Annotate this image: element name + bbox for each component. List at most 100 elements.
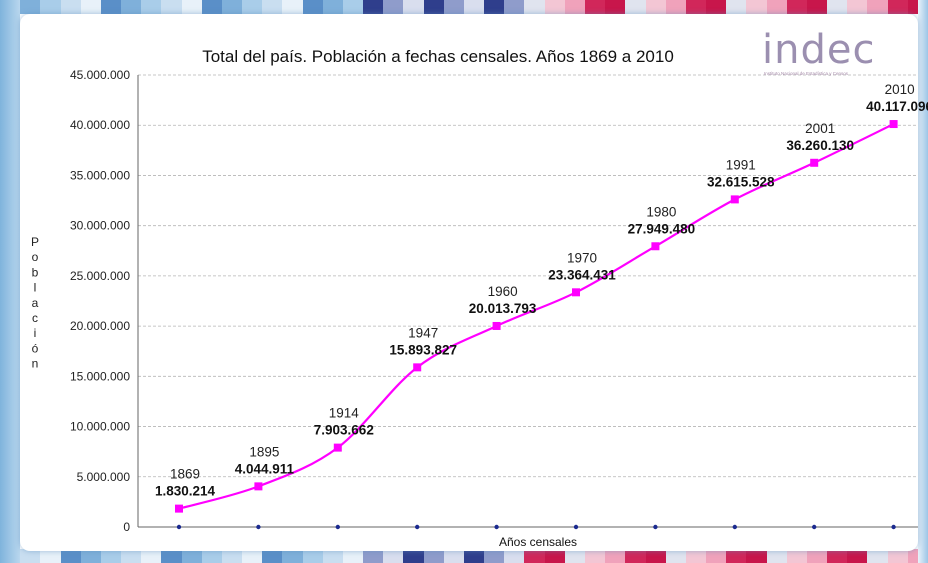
y-axis-label-char: ó (32, 341, 39, 355)
stripe-segment (383, 549, 404, 563)
y-axis-label-char: b (32, 265, 39, 279)
y-tick-label: 0 (123, 520, 130, 534)
stripe-segment (544, 0, 565, 14)
y-axis-label-char: i (34, 326, 37, 340)
stripe-segment (706, 0, 727, 14)
stripe-segment (564, 549, 585, 563)
y-tick-label: 5.000.000 (77, 470, 131, 484)
x-axis-marker (176, 524, 182, 530)
stripe-segment (60, 549, 81, 563)
x-axis-marker (573, 524, 579, 530)
stripe-segment (242, 0, 263, 14)
stripe-segment (40, 0, 61, 14)
stripe-segment (504, 549, 525, 563)
stripe-segment (605, 0, 626, 14)
value-label: 20.013.793 (469, 301, 537, 316)
value-label: 36.260.130 (786, 138, 854, 153)
data-point-marker (572, 288, 580, 297)
stripe-segment (706, 549, 727, 563)
y-axis-label-char: n (32, 357, 39, 371)
stripe-segment (221, 0, 243, 14)
stripe-segment (484, 549, 505, 563)
stripe-segment (342, 0, 364, 14)
stripe-segment (847, 0, 868, 14)
stripe-segment (544, 549, 565, 563)
x-axis-marker (494, 524, 499, 530)
data-point-marker (730, 195, 739, 204)
stripe-segment (403, 549, 424, 563)
x-axis-marker (256, 524, 261, 530)
stripe-segment (605, 549, 626, 563)
stripe-segment (40, 549, 61, 563)
stripe-segment (262, 0, 283, 14)
decorative-bottom-stripe (0, 549, 928, 563)
y-tick-label: 15.000.000 (70, 369, 130, 383)
stripe-segment (867, 549, 888, 563)
value-label: 27.949.480 (628, 221, 696, 236)
decorative-right-border (918, 0, 928, 563)
stripe-segment (867, 0, 888, 14)
stripe-segment (584, 0, 606, 14)
stripe-segment (423, 549, 444, 563)
stripe-segment (746, 0, 767, 14)
stripe-segment (685, 0, 707, 14)
stripe-segment (100, 0, 122, 14)
axes (137, 75, 918, 530)
stripe-segment (20, 0, 41, 14)
stripe-segment (746, 549, 767, 563)
year-label: 1869 (170, 467, 200, 482)
stripe-segment (141, 549, 162, 563)
stripe-segment (221, 549, 243, 563)
y-axis-tick-labels: 0 5.000.000 10.000.000 15.000.000 20.000.000… (70, 68, 130, 534)
stripe-segment (423, 0, 444, 14)
y-tick-label: 40.000.000 (70, 118, 130, 132)
stripe-segment (726, 0, 747, 14)
y-tick-label: 45.000.000 (70, 68, 130, 82)
stripe-segment (463, 549, 485, 563)
stripe-segment (141, 0, 162, 14)
stripe-segment (443, 549, 464, 563)
stripe-segment (806, 549, 828, 563)
x-axis-marker (812, 524, 817, 530)
stripe-segment (887, 0, 908, 14)
y-tick-label: 10.000.000 (70, 420, 130, 434)
chart-title: Total del país. Población a fechas censa… (202, 47, 674, 66)
year-label: 1960 (488, 284, 518, 299)
y-axis-label: Población (31, 235, 39, 371)
stripe-segment (363, 549, 384, 563)
year-label: 2010 (885, 82, 915, 97)
stripe-segment (847, 549, 868, 563)
indec-logo: indec Instituto Nacional de Estadística … (762, 30, 902, 78)
year-label: 1980 (646, 204, 676, 219)
data-point-marker (651, 242, 660, 251)
stripe-segment (383, 0, 404, 14)
stripe-segment (584, 549, 606, 563)
stripe-segment (524, 549, 545, 563)
stripe-segment (564, 0, 585, 14)
stripe-segment (100, 549, 122, 563)
stripe-segment (786, 0, 807, 14)
year-label: 1991 (726, 157, 756, 172)
chart-card (20, 14, 918, 551)
stripe-segment (322, 0, 343, 14)
data-point-marker (333, 443, 342, 452)
stripe-segment (282, 0, 303, 14)
stripe-segment (262, 549, 283, 563)
stripe-segment (665, 0, 686, 14)
y-axis-label-char: c (32, 311, 38, 325)
stripe-segment (827, 549, 848, 563)
x-axis-marker (653, 524, 658, 530)
stripe-segment (80, 549, 101, 563)
y-axis-label-char: a (32, 296, 39, 310)
stripe-segment (302, 549, 323, 563)
logo-text: indec (762, 27, 876, 73)
stripe-segment (121, 549, 142, 563)
stripe-segment (685, 549, 707, 563)
year-label: 2001 (805, 121, 835, 136)
stripe-segment (504, 0, 525, 14)
stripe-segment (665, 549, 686, 563)
logo-subtitle: Instituto Nacional de Estadística y Cens… (764, 71, 849, 76)
x-axis-marker (415, 524, 420, 530)
x-axis-marker (732, 524, 737, 530)
value-label: 23.364.431 (548, 267, 616, 282)
